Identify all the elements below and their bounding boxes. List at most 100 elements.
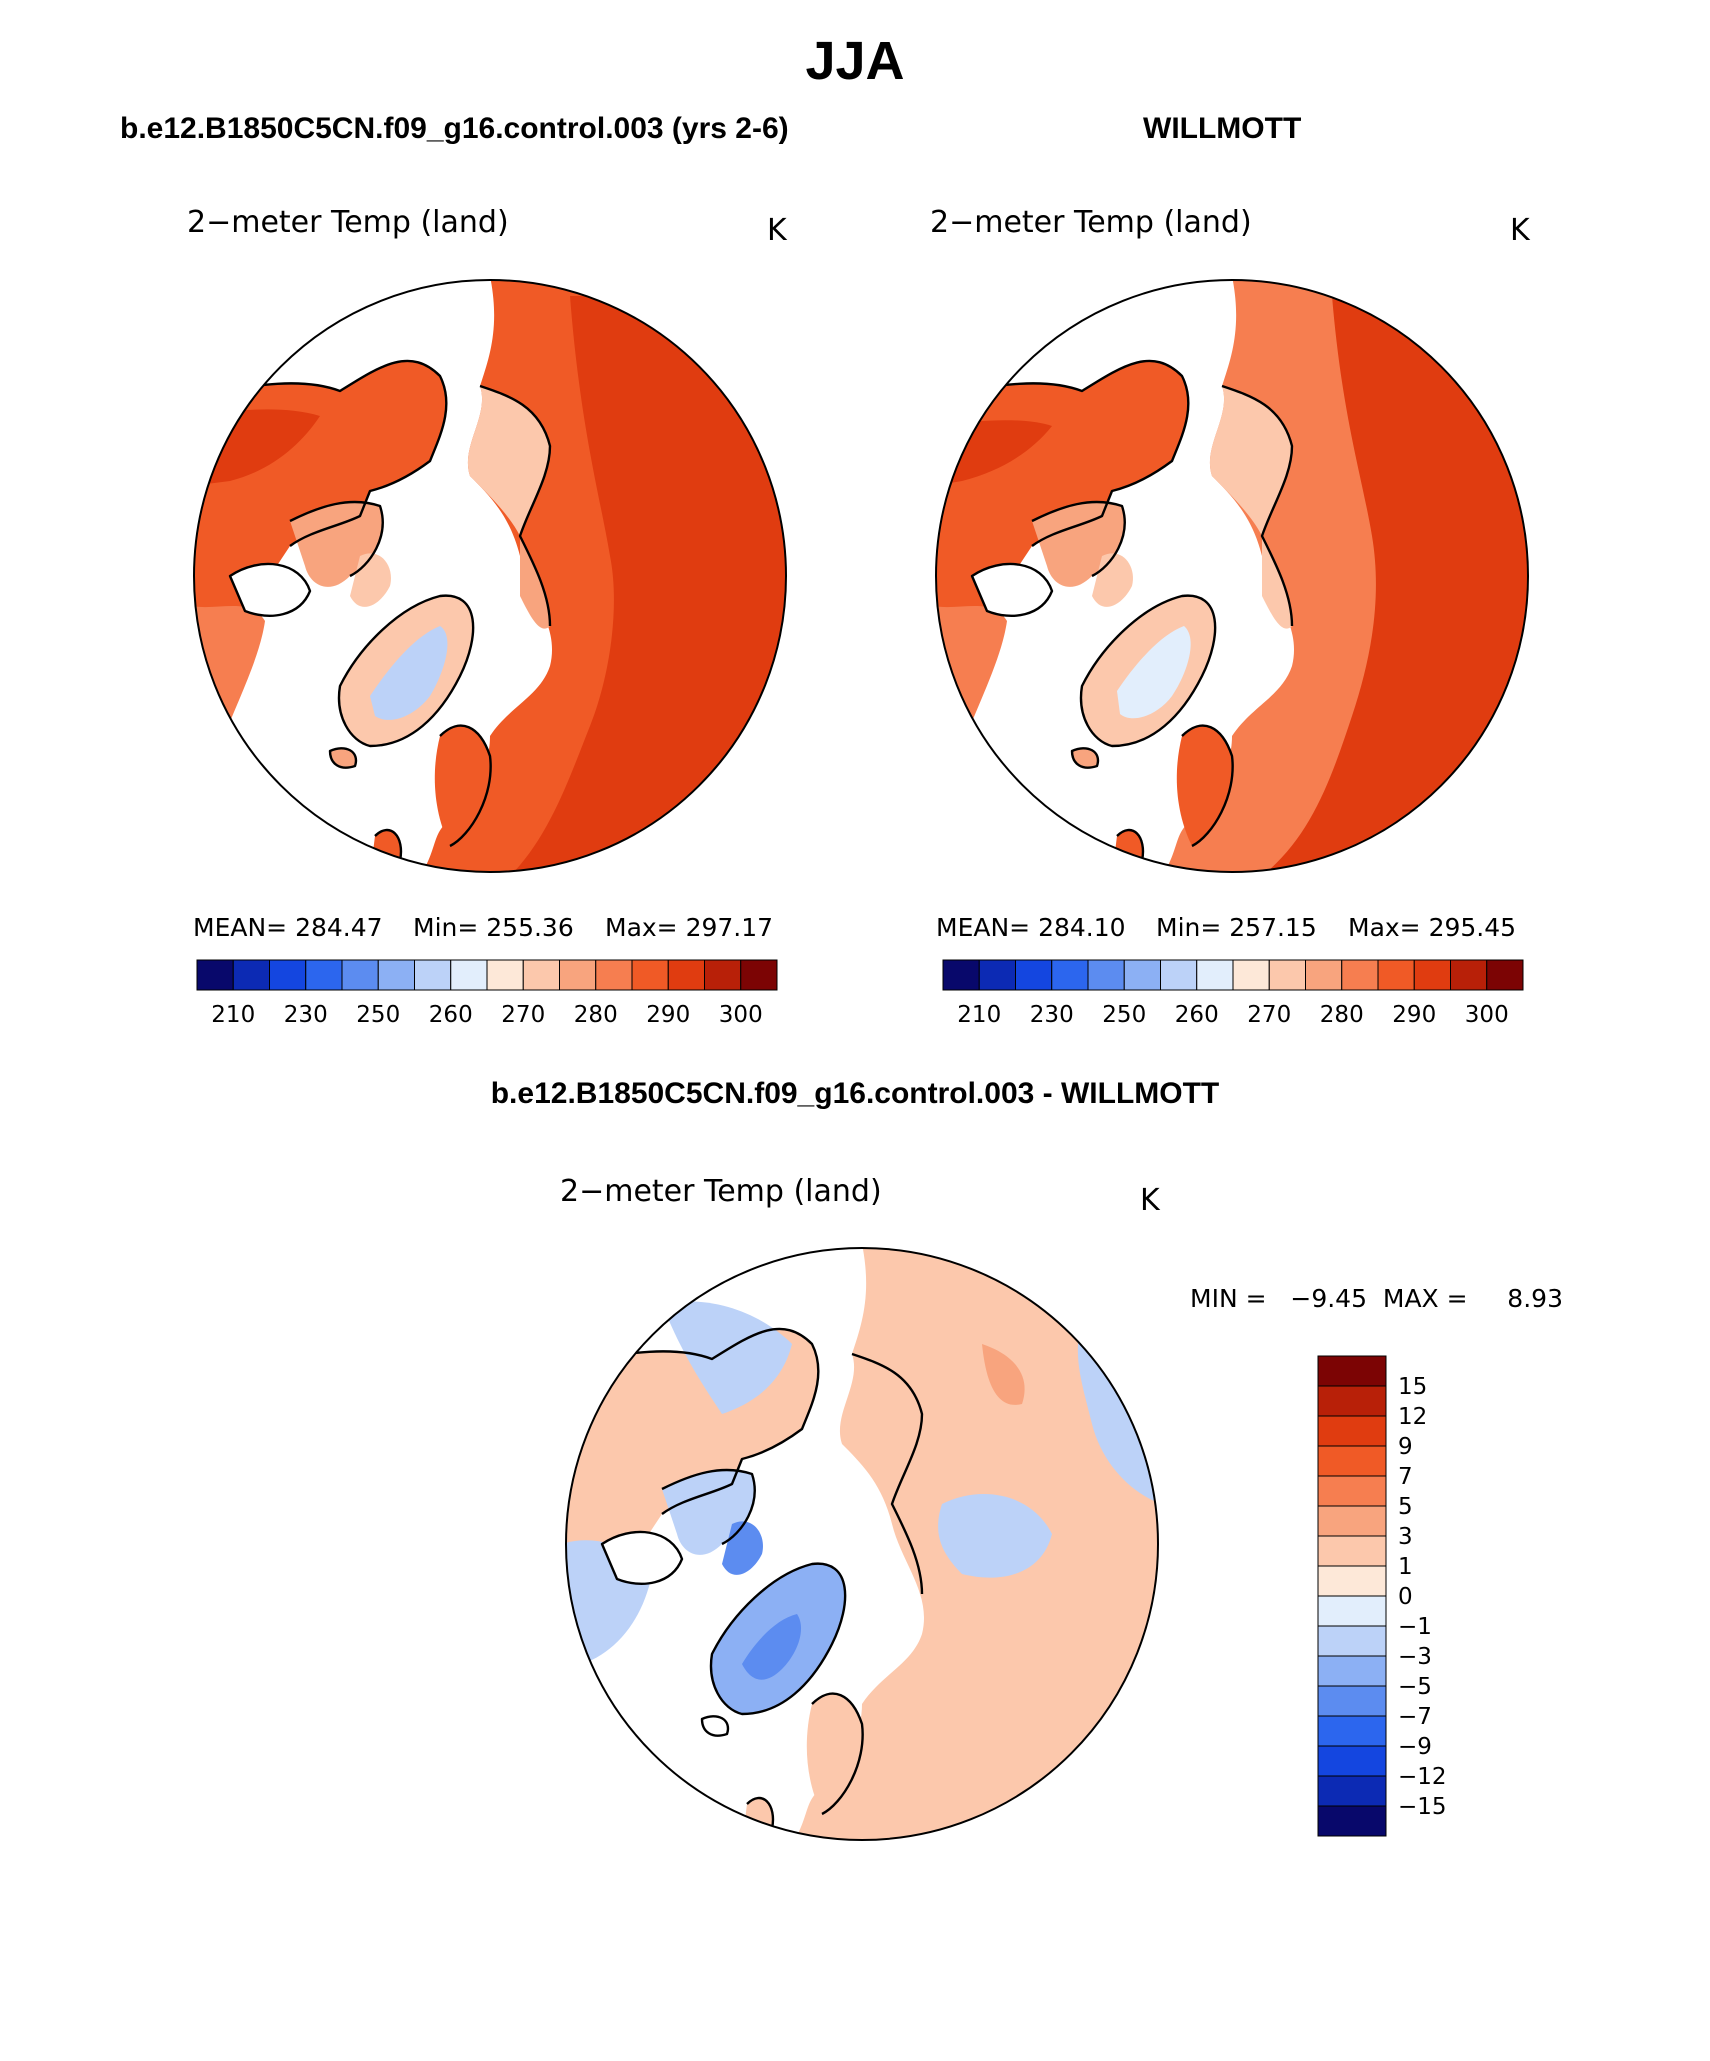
- difference-colorbar-swatch: [1317, 1415, 1387, 1447]
- panel-2-colorbar-swatch: [1015, 959, 1053, 991]
- difference-variable-label: 2−meter Temp (land): [560, 1174, 882, 1209]
- panel-1-colorbar: 210 230 250 260 270 280 290 300: [196, 959, 778, 1028]
- difference-polar-map: [565, 1247, 1159, 1841]
- difference-colorbar-tick-label: −1: [1398, 1614, 1432, 1640]
- panel-2-polar-map: [935, 279, 1529, 873]
- panel-1-colorbar-swatch: [377, 959, 415, 991]
- panel-1-colorbar-tick-label: 270: [501, 1002, 545, 1028]
- panel-1-variable-label: 2−meter Temp (land): [187, 205, 509, 240]
- difference-colorbar-swatch: [1317, 1775, 1387, 1807]
- difference-colorbar-tick-label: −15: [1398, 1794, 1447, 1820]
- panel-2-units: K: [1510, 213, 1530, 248]
- panel-2-colorbar-tick-label: 260: [1175, 1002, 1219, 1028]
- panel-2-colorbar-tick-label: 290: [1392, 1002, 1436, 1028]
- panel-1-colorbar-swatch: [522, 959, 560, 991]
- panel-2-colorbar-swatch: [1377, 959, 1415, 991]
- panel-1-colorbar-swatch: [704, 959, 742, 991]
- difference-colorbar-tick-label: 15: [1398, 1374, 1427, 1400]
- difference-colorbar-swatch: [1317, 1655, 1387, 1687]
- panel-2-colorbar-swatch: [1051, 959, 1089, 991]
- difference-colorbar-tick-label: −7: [1398, 1704, 1432, 1730]
- panel-2-colorbar-swatch: [1268, 959, 1306, 991]
- panel-1-colorbar-tick-label: 250: [356, 1002, 400, 1028]
- panel-1-colorbar-swatch: [305, 959, 343, 991]
- difference-colorbar: 15 12 9 7 5 3 1 0 −1 −3 −5 −7 −9 −12 −15: [1317, 1355, 1447, 1837]
- panel-2-colorbar-swatch: [1305, 959, 1343, 991]
- difference-colorbar-tick-label: 3: [1398, 1524, 1413, 1550]
- difference-colorbar-swatch: [1317, 1535, 1387, 1567]
- panel-2-colorbar-swatch: [978, 959, 1016, 991]
- panel-1-colorbar-swatch: [196, 959, 234, 991]
- panel-2-case-title: WILLMOTT: [1143, 112, 1302, 145]
- difference-colorbar-swatch: [1317, 1685, 1387, 1717]
- panel-2-colorbar: 210 230 250 260 270 280 290 300: [942, 959, 1524, 1028]
- difference-colorbar-swatch: [1317, 1475, 1387, 1507]
- panel-1-polar-map: [193, 279, 787, 873]
- panel-2-mean: MEAN= 284.10: [936, 913, 1126, 942]
- panel-2-colorbar-swatch: [1341, 959, 1379, 991]
- panel-2-min: Min= 257.15: [1156, 913, 1317, 942]
- difference-colorbar-tick-label: 12: [1398, 1404, 1427, 1430]
- panel-1-colorbar-swatch: [414, 959, 452, 991]
- panel-1-max: Max= 297.17: [605, 913, 774, 942]
- panel-1-colorbar-tick-label: 210: [211, 1002, 255, 1028]
- panel-1-colorbar-swatch: [595, 959, 633, 991]
- panel-2-colorbar-swatch: [942, 959, 980, 991]
- difference-colorbar-swatch: [1317, 1505, 1387, 1537]
- panel-1-colorbar-swatch: [341, 959, 379, 991]
- panel-1-units: K: [767, 213, 787, 248]
- difference-colorbar-tick-label: 1: [1398, 1554, 1413, 1580]
- panel-2-colorbar-tick-label: 270: [1247, 1002, 1291, 1028]
- difference-colorbar-swatch: [1317, 1745, 1387, 1777]
- panel-2-colorbar-swatch: [1123, 959, 1161, 991]
- panel-1-colorbar-swatch: [486, 959, 524, 991]
- panel-2-colorbar-swatch: [1486, 959, 1524, 991]
- difference-colorbar-tick-label: −5: [1398, 1674, 1432, 1700]
- panel-1-min: Min= 255.36: [413, 913, 574, 942]
- panel-1-colorbar-swatch: [667, 959, 705, 991]
- difference-colorbar-swatch: [1317, 1595, 1387, 1627]
- panel-2-colorbar-swatch: [1450, 959, 1488, 991]
- difference-units: K: [1140, 1183, 1160, 1218]
- difference-colorbar-tick-label: −9: [1398, 1734, 1432, 1760]
- panel-2-max: Max= 295.45: [1348, 913, 1517, 942]
- panel-2-colorbar-tick-label: 300: [1465, 1002, 1509, 1028]
- panel-1-colorbar-swatch: [450, 959, 488, 991]
- panel-2-colorbar-swatch: [1087, 959, 1125, 991]
- difference-colorbar-swatch: [1317, 1805, 1387, 1837]
- difference-colorbar-tick-label: 0: [1398, 1584, 1413, 1610]
- panel-1-colorbar-tick-label: 290: [646, 1002, 690, 1028]
- difference-colorbar-tick-label: 7: [1398, 1464, 1413, 1490]
- difference-colorbar-swatch: [1317, 1625, 1387, 1657]
- figure-title: JJA: [805, 31, 905, 91]
- panel-2-colorbar-tick-label: 250: [1102, 1002, 1146, 1028]
- difference-title: b.e12.B1850C5CN.f09_g16.control.003 - WI…: [490, 1077, 1220, 1110]
- difference-colorbar-swatch: [1317, 1445, 1387, 1477]
- panel-1-colorbar-swatch: [559, 959, 597, 991]
- panel-1-colorbar-tick-label: 260: [429, 1002, 473, 1028]
- panel-1-colorbar-tick-label: 300: [719, 1002, 763, 1028]
- difference-minmax: MIN = −9.45 MAX = 8.93: [1190, 1284, 1563, 1313]
- difference-colorbar-swatch: [1317, 1355, 1387, 1387]
- panel-2-colorbar-swatch: [1413, 959, 1451, 991]
- difference-colorbar-tick-label: −12: [1398, 1764, 1447, 1790]
- panel-1-colorbar-tick-label: 230: [284, 1002, 328, 1028]
- panel-2-colorbar-tick-label: 210: [957, 1002, 1001, 1028]
- panel-1-colorbar-swatch: [269, 959, 307, 991]
- panel-1-colorbar-swatch: [232, 959, 270, 991]
- panel-1-colorbar-swatch: [631, 959, 669, 991]
- panel-2-colorbar-swatch: [1196, 959, 1234, 991]
- panel-1-colorbar-tick-label: 280: [574, 1002, 618, 1028]
- panel-1-mean: MEAN= 284.47: [193, 913, 383, 942]
- panel-1-colorbar-swatch: [740, 959, 778, 991]
- panel-2-colorbar-tick-label: 280: [1320, 1002, 1364, 1028]
- panel-1-case-title: b.e12.B1850C5CN.f09_g16.control.003 (yrs…: [120, 112, 789, 145]
- difference-colorbar-swatch: [1317, 1715, 1387, 1747]
- difference-colorbar-swatch: [1317, 1565, 1387, 1597]
- panel-2-colorbar-swatch: [1160, 959, 1198, 991]
- difference-colorbar-swatch: [1317, 1385, 1387, 1417]
- panel-2-variable-label: 2−meter Temp (land): [930, 205, 1252, 240]
- panel-2-colorbar-swatch: [1232, 959, 1270, 991]
- panel-2-colorbar-tick-label: 230: [1030, 1002, 1074, 1028]
- difference-colorbar-tick-label: 5: [1398, 1494, 1413, 1520]
